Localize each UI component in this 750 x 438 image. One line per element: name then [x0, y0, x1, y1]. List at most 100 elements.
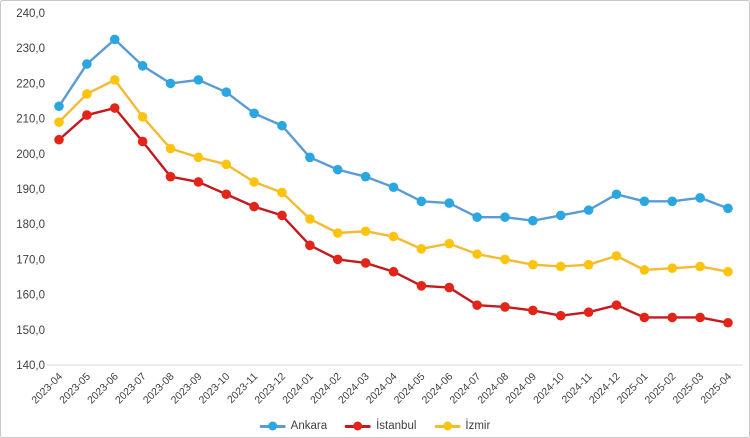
x-tick-label: 2024-10: [531, 371, 567, 407]
data-point: [221, 189, 232, 200]
data-point: [109, 34, 120, 45]
y-tick-label: 160,0: [16, 290, 45, 302]
data-point: [444, 238, 455, 249]
data-point: [54, 101, 64, 112]
data-point: [360, 171, 371, 182]
y-tick-label: 170,0: [16, 254, 45, 266]
data-point: [221, 159, 232, 170]
data-point: [137, 61, 148, 71]
data-point: [723, 203, 733, 214]
data-point: [723, 266, 733, 277]
data-point: [388, 266, 399, 277]
data-point: [500, 254, 510, 265]
data-point: [583, 205, 594, 215]
data-point: [165, 171, 176, 182]
data-point: [416, 281, 427, 291]
y-tick-label: 200,0: [16, 149, 45, 161]
data-point: [305, 240, 315, 251]
data-point: [249, 201, 259, 212]
data-point: [305, 214, 315, 224]
data-point: [667, 263, 678, 274]
data-point: [54, 134, 64, 145]
data-point: [388, 231, 399, 242]
data-point: [695, 193, 705, 203]
data-point: [165, 78, 176, 89]
legend: Ankara İstanbul İzmir: [259, 420, 490, 432]
legend-item-ankara: Ankara: [259, 420, 328, 432]
y-tick-label: 140,0: [16, 360, 45, 372]
data-point: [667, 312, 678, 323]
y-tick-label: 230,0: [16, 43, 45, 55]
legend-label: İzmir: [465, 420, 491, 432]
data-point: [723, 317, 733, 328]
x-tick-label: 2023-10: [197, 371, 233, 407]
y-tick-label: 190,0: [16, 184, 45, 196]
data-point: [444, 282, 455, 293]
data-point: [472, 249, 482, 259]
data-point: [109, 75, 120, 85]
data-point: [555, 310, 566, 321]
data-point: [137, 112, 148, 122]
data-point: [249, 177, 259, 187]
legend-item-i̇zmir: İzmir: [434, 420, 490, 432]
series-group: [54, 34, 733, 328]
data-point: [388, 182, 399, 193]
data-point: [249, 108, 259, 119]
y-tick-label: 240,0: [16, 8, 45, 20]
data-point: [528, 215, 538, 226]
data-point: [667, 196, 678, 207]
data-point: [332, 164, 343, 175]
data-point: [360, 258, 371, 268]
data-point: [500, 302, 510, 312]
data-point: [137, 136, 148, 147]
legend-item-i̇stanbul: İstanbul: [345, 420, 416, 432]
data-point: [193, 152, 204, 163]
data-point: [360, 226, 371, 237]
y-tick-label: 150,0: [16, 325, 45, 337]
x-tick-label: 2025-04: [698, 371, 734, 407]
legend-line-dot-icon: [259, 421, 286, 431]
data-point: [54, 117, 64, 127]
data-point: [500, 212, 510, 222]
data-point: [165, 143, 176, 154]
data-point: [611, 189, 622, 200]
data-point: [82, 110, 92, 120]
data-point: [332, 228, 343, 238]
data-point: [109, 103, 120, 113]
y-axis: 240,0 230,0 220,0 210,0 200,0 190,0 180,0 170,0…: [16, 8, 45, 372]
legend-label: İstanbul: [376, 420, 417, 432]
x-axis: 2023-042023-052023-062023-072023-082023-…: [29, 371, 734, 407]
data-point: [528, 259, 538, 270]
data-point: [472, 212, 482, 222]
data-point: [193, 177, 204, 187]
data-point: [305, 152, 315, 163]
series-line-i̇zmir: [57, 78, 730, 273]
data-point: [695, 312, 705, 323]
data-point: [639, 265, 650, 275]
data-point: [695, 261, 705, 272]
data-point: [444, 198, 455, 208]
data-point: [193, 75, 204, 85]
data-point: [611, 300, 622, 310]
data-point: [416, 244, 427, 254]
data-point: [82, 89, 92, 99]
legend-line-dot-icon: [434, 421, 461, 431]
data-point: [583, 259, 594, 270]
y-tick-label: 180,0: [16, 219, 45, 231]
data-point: [583, 307, 594, 318]
y-tick-label: 210,0: [16, 114, 45, 126]
data-point: [82, 59, 92, 69]
series-line-ankara: [57, 38, 730, 222]
data-point: [555, 210, 566, 221]
data-point: [611, 251, 622, 261]
legend-label: Ankara: [290, 420, 328, 432]
legend-line-dot-icon: [345, 421, 372, 431]
data-point: [277, 210, 287, 221]
series-line-i̇stanbul: [57, 106, 730, 324]
data-point: [639, 196, 650, 207]
data-point: [277, 187, 287, 198]
y-tick-label: 220,0: [16, 78, 45, 90]
data-point: [332, 254, 343, 265]
